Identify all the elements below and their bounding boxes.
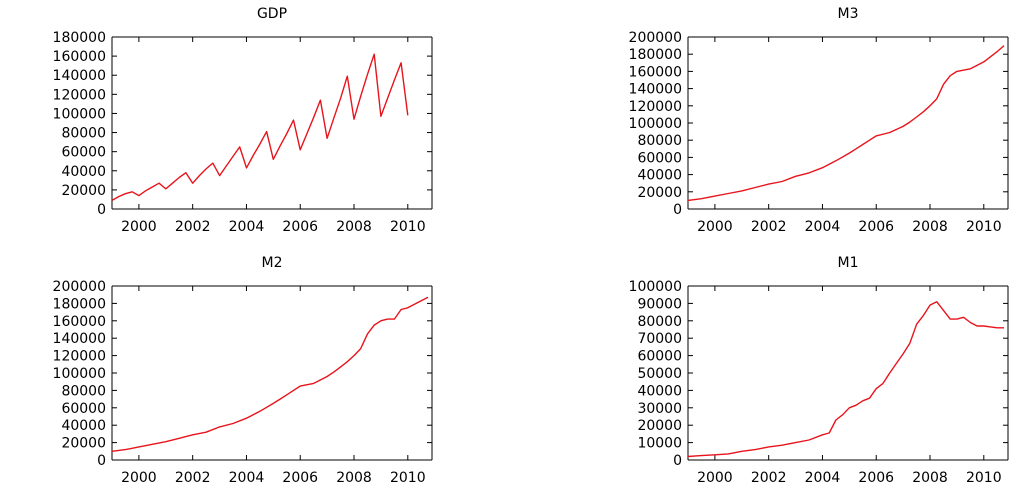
y-tick-label: 200000 bbox=[629, 30, 682, 46]
x-tick-label: 2010 bbox=[966, 470, 1002, 484]
y-tick-label: 80000 bbox=[637, 133, 682, 149]
x-tick-label: 2006 bbox=[858, 470, 894, 484]
y-tick-label: 160000 bbox=[629, 64, 682, 80]
chart-title: GDP bbox=[257, 6, 287, 22]
x-tick-label: 2008 bbox=[336, 219, 372, 235]
x-tick-label: 2008 bbox=[912, 470, 948, 484]
y-tick-label: 100000 bbox=[53, 106, 106, 122]
y-tick-label: 40000 bbox=[61, 164, 106, 180]
y-tick-label: 30000 bbox=[637, 401, 682, 417]
x-tick-label: 2004 bbox=[805, 470, 841, 484]
chart-title: M3 bbox=[838, 6, 859, 22]
x-tick-label: 2010 bbox=[390, 470, 426, 484]
y-tick-label: 40000 bbox=[637, 168, 682, 184]
x-tick-label: 2000 bbox=[121, 470, 157, 484]
y-tick-label: 100000 bbox=[53, 366, 106, 382]
y-tick-label: 20000 bbox=[61, 183, 106, 199]
y-tick-label: 0 bbox=[673, 202, 682, 218]
x-tick-label: 2002 bbox=[751, 470, 787, 484]
x-tick-label: 2006 bbox=[282, 219, 318, 235]
x-tick-label: 2008 bbox=[912, 219, 948, 235]
series-line-m3 bbox=[687, 45, 1005, 202]
y-tick-label: 60000 bbox=[61, 145, 106, 161]
y-tick-label: 180000 bbox=[629, 47, 682, 63]
y-tick-label: 200000 bbox=[53, 279, 106, 295]
y-tick-label: 180000 bbox=[53, 30, 106, 46]
y-tick-label: 0 bbox=[97, 453, 106, 469]
y-tick-label: 160000 bbox=[53, 314, 106, 330]
x-tick-label: 2004 bbox=[229, 219, 265, 235]
y-tick-label: 10000 bbox=[637, 436, 682, 452]
x-tick-label: 2002 bbox=[175, 470, 211, 484]
chart-panel-gdp: GDP 0 20000 40000 60000 80000 100000 120000 1400… bbox=[53, 6, 433, 235]
y-tick-label: 40000 bbox=[61, 418, 106, 434]
x-tick-label: 2004 bbox=[805, 219, 841, 235]
y-tick-label: 120000 bbox=[53, 87, 106, 103]
y-tick-label: 60000 bbox=[637, 349, 682, 365]
y-tick-label: 20000 bbox=[637, 418, 682, 434]
y-tick-label: 100000 bbox=[629, 279, 682, 295]
y-tick-label: 70000 bbox=[637, 331, 682, 347]
x-tick-label: 2004 bbox=[229, 470, 265, 484]
y-tick-label: 120000 bbox=[629, 99, 682, 115]
y-tick-label: 40000 bbox=[637, 383, 682, 399]
y-tick-label: 100000 bbox=[629, 116, 682, 132]
y-tick-label: 140000 bbox=[53, 68, 106, 84]
y-tick-label: 0 bbox=[97, 202, 106, 218]
y-tick-label: 60000 bbox=[637, 150, 682, 166]
x-tick-label: 2008 bbox=[336, 470, 372, 484]
chart-title: M1 bbox=[838, 255, 859, 271]
x-tick-label: 2002 bbox=[175, 219, 211, 235]
y-tick-label: 120000 bbox=[53, 349, 106, 365]
x-tick-label: 2010 bbox=[966, 219, 1002, 235]
x-tick-label: 2010 bbox=[390, 219, 426, 235]
y-tick-label: 50000 bbox=[637, 366, 682, 382]
y-tick-label: 90000 bbox=[637, 296, 682, 312]
y-tick-label: 20000 bbox=[61, 436, 106, 452]
y-tick-label: 60000 bbox=[61, 401, 106, 417]
x-tick-label: 2002 bbox=[751, 219, 787, 235]
series-line-gdp bbox=[111, 53, 409, 202]
y-tick-label: 80000 bbox=[61, 126, 106, 142]
y-tick-label: 140000 bbox=[53, 331, 106, 347]
series-line-m2 bbox=[111, 296, 429, 452]
x-tick-label: 2000 bbox=[697, 219, 733, 235]
y-tick-label: 80000 bbox=[61, 383, 106, 399]
y-tick-label: 20000 bbox=[637, 185, 682, 201]
y-tick-label: 140000 bbox=[629, 82, 682, 98]
y-tick-label: 0 bbox=[673, 453, 682, 469]
y-tick-label: 80000 bbox=[637, 314, 682, 330]
x-tick-label: 2006 bbox=[858, 219, 894, 235]
x-tick-label: 2000 bbox=[697, 470, 733, 484]
series-line-m1 bbox=[687, 301, 1004, 458]
x-tick-label: 2006 bbox=[282, 470, 318, 484]
y-tick-label: 180000 bbox=[53, 296, 106, 312]
chart-title: M2 bbox=[262, 255, 283, 271]
y-tick-label: 160000 bbox=[53, 49, 106, 65]
x-tick-label: 2000 bbox=[121, 219, 157, 235]
